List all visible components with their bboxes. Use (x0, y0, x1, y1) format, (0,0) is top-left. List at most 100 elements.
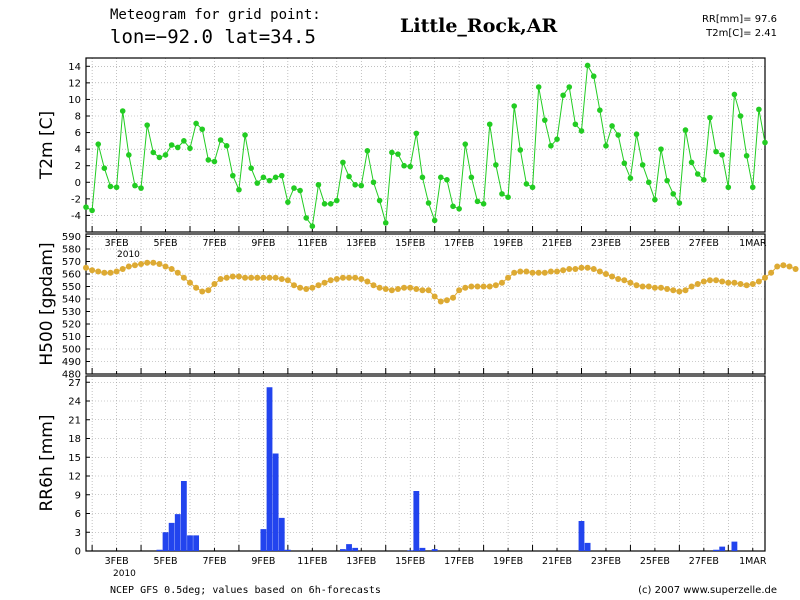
t2m-point (725, 184, 732, 191)
t2m-point (407, 163, 414, 170)
t2m-point (676, 200, 683, 206)
h500-point (737, 281, 744, 287)
x-tick-label: 5FEB (154, 556, 178, 567)
h500-point (125, 263, 132, 270)
t2m-point (254, 180, 261, 186)
h500-point (401, 284, 408, 291)
y-tick-label: 490 (62, 357, 81, 368)
year-label-top: 2010 (117, 250, 140, 260)
h500-point (596, 268, 603, 275)
t2m-point (560, 92, 566, 99)
rr6h-bar (419, 547, 426, 551)
t2m-point (303, 215, 310, 221)
t2m-point (358, 182, 365, 189)
t2m-point (658, 146, 664, 152)
t2m-point (340, 159, 346, 166)
h500-point (633, 282, 640, 289)
h500-point (174, 269, 181, 276)
t2m-point (627, 175, 634, 181)
h500-point (211, 281, 218, 287)
t2m-point (389, 149, 395, 156)
y-tick-label: 9 (75, 490, 81, 501)
h500-point (670, 287, 677, 294)
h500-point (364, 278, 371, 285)
h500-point (260, 274, 267, 281)
t2m-point (425, 200, 432, 206)
rr6h-bar (193, 535, 200, 551)
grid: 0 3 6 9 12 15 18 21 24 27 (68, 376, 765, 558)
t2m-point (541, 117, 548, 123)
h500-point (254, 274, 261, 281)
t2m-point (444, 177, 450, 183)
h500-point (278, 276, 285, 282)
t2m-point (132, 182, 138, 189)
t2m-point (603, 143, 609, 149)
t2m-point (401, 162, 407, 169)
h500-point (676, 288, 683, 295)
h500-point (339, 274, 346, 281)
h500-point (486, 283, 493, 290)
h500-point (419, 287, 426, 294)
h500-point (645, 283, 652, 290)
h500-point (651, 284, 658, 291)
t2m-point (413, 130, 420, 137)
t2m-point (419, 174, 426, 181)
y-tick-label: 570 (62, 257, 81, 268)
footer-source: NCEP GFS 0.5deg; values based on 6h-fore… (110, 585, 381, 596)
h500-point (272, 274, 279, 281)
x-tick-label: 7FEB (202, 556, 226, 567)
t2m-point (578, 128, 585, 134)
t2m-point (395, 151, 401, 157)
t2m-point (756, 106, 762, 113)
t2m-point (621, 160, 628, 167)
h500-point (468, 283, 475, 290)
h500-point (572, 266, 579, 272)
h500-point (119, 266, 126, 272)
t2m-point (548, 143, 554, 149)
t2m-point (150, 149, 157, 156)
t2m-point (468, 174, 475, 181)
h500-point (327, 277, 334, 284)
h500-point (333, 276, 340, 282)
t2m-point (278, 172, 285, 179)
y-tick-label: 550 (62, 282, 81, 293)
h500-point (95, 268, 102, 275)
h500-point (156, 261, 163, 267)
h500-point (517, 268, 524, 275)
h500-point (456, 287, 463, 294)
rr6h-bar (578, 521, 585, 551)
t2m-point (119, 108, 126, 114)
t2m-point (682, 127, 689, 133)
y-tick-label: 12 (68, 78, 81, 89)
t2m-point (162, 152, 169, 158)
h500-point (138, 261, 145, 267)
h500-point (755, 278, 762, 285)
rr6h-ylabel: RR6h [mm] (37, 414, 57, 511)
y-tick-label: 560 (62, 270, 81, 281)
h500-point (131, 262, 138, 269)
y-tick-label: 6 (75, 509, 81, 520)
h500-point (242, 274, 249, 281)
rr6h-bar (284, 549, 291, 551)
h500-point (541, 269, 548, 276)
h500-point (615, 276, 622, 282)
t2m-point (450, 203, 456, 210)
t2m-point (701, 177, 707, 183)
x-tick-label: 19FEB (493, 556, 523, 567)
rr6h-bar (340, 549, 346, 551)
t2m-point (113, 184, 120, 191)
t2m-mean-label: T2m[C]= 2.41 (705, 28, 777, 39)
h500-ylabel: H500 [gpdam] (37, 242, 57, 365)
y-tick-label: 10 (68, 95, 81, 106)
x-tick-label: 3FEB (105, 556, 129, 567)
rr6h-bar (431, 549, 438, 551)
h500-point (321, 279, 328, 286)
y-tick-label: 24 (68, 397, 81, 408)
h500-point (180, 274, 187, 281)
h500-point (762, 274, 768, 281)
t2m-point (376, 197, 383, 204)
t2m-point (584, 62, 591, 69)
